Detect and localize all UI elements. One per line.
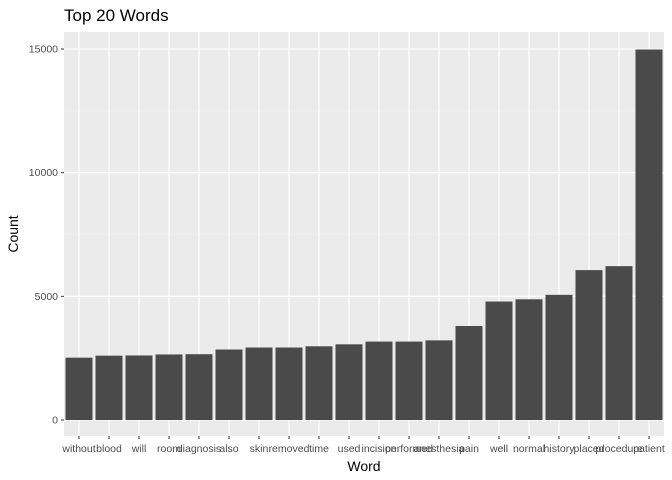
x-tick-label: will: [131, 443, 147, 455]
bar-well: [485, 301, 513, 420]
bar-placed: [575, 270, 603, 420]
bar-incision: [365, 341, 393, 420]
x-tick-label: well: [489, 443, 508, 455]
bar-anesthesia: [425, 340, 453, 420]
x-tick-label: blood: [96, 443, 122, 455]
x-tick-label: performed: [385, 443, 433, 455]
bar-procedure: [605, 266, 633, 420]
x-tick-label: without: [61, 443, 95, 455]
bar-time: [305, 346, 333, 420]
bar-room: [155, 354, 183, 420]
bar-history: [545, 294, 573, 420]
bar-diagnosis: [185, 354, 213, 420]
y-tick-label: 0: [52, 415, 58, 427]
x-tick-label: patient: [633, 443, 665, 455]
x-tick-label: normal: [513, 443, 545, 455]
chart-title: Top 20 Words: [64, 6, 169, 25]
x-tick-label: history: [544, 443, 576, 455]
bar-used: [335, 344, 363, 420]
x-tick-label: diagnosis: [177, 443, 221, 455]
x-tick-label: placed: [574, 443, 605, 455]
bar-will: [125, 355, 153, 420]
bar-also: [215, 349, 243, 420]
bar-normal: [515, 299, 543, 420]
x-tick-label: room: [157, 443, 181, 455]
bar-blood: [95, 355, 123, 420]
bar-removed: [275, 347, 303, 420]
x-tick-label: skin: [250, 443, 269, 455]
x-tick-label: incision: [361, 443, 396, 455]
x-tick-label: used: [338, 443, 361, 455]
x-tick-label: removed: [269, 443, 310, 455]
y-tick-label: 10000: [29, 167, 58, 179]
bar-skin: [245, 347, 273, 420]
x-axis-title: Word: [347, 458, 380, 474]
y-axis-title: Count: [5, 215, 21, 252]
x-tick-label: time: [309, 443, 329, 455]
bar-patient: [635, 49, 663, 421]
y-axis: 0 5000 10000 15000: [29, 44, 64, 427]
x-tick-label: also: [219, 443, 238, 455]
y-tick-label: 5000: [35, 291, 59, 303]
x-tick-label: anesthesia: [414, 443, 465, 455]
bar-performed: [395, 341, 423, 420]
x-tick-label: pain: [459, 443, 479, 455]
y-tick-label: 15000: [29, 44, 58, 56]
bar-pain: [455, 326, 483, 420]
x-tick-label: procedure: [595, 443, 642, 455]
bars: [65, 49, 663, 421]
bar-without: [65, 357, 93, 420]
plot-panel: [64, 32, 664, 436]
